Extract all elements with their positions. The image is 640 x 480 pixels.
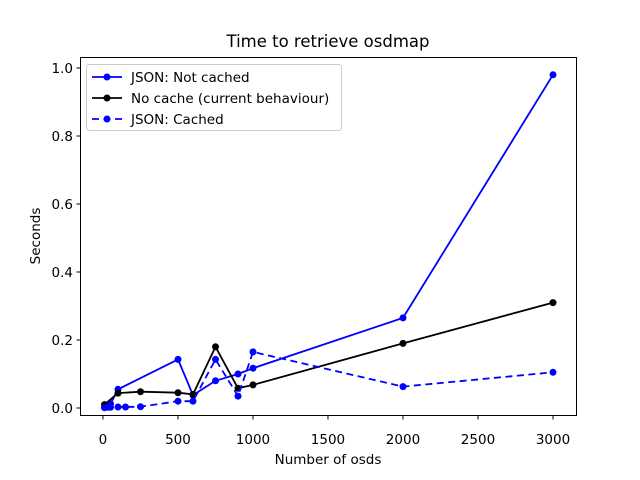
legend-entry-label: No cache (current behaviour) bbox=[131, 91, 329, 107]
data-point bbox=[549, 368, 557, 376]
data-point bbox=[234, 392, 242, 400]
data-point bbox=[174, 355, 182, 363]
data-point bbox=[249, 381, 257, 389]
legend-entry: No cache (current behaviour) bbox=[92, 91, 329, 107]
data-point bbox=[249, 348, 257, 356]
x-axis-ticks: 0 500 1000 1500 2000 2500 3000 bbox=[99, 416, 570, 448]
x-tick-label: 3000 bbox=[536, 432, 570, 448]
y-tick-label: 0.8 bbox=[52, 129, 73, 145]
y-tick-label: 0.2 bbox=[52, 333, 73, 349]
legend-box bbox=[86, 64, 342, 131]
x-tick-label: 0 bbox=[99, 432, 108, 448]
legend-entry-label: JSON: Not cached bbox=[130, 70, 250, 86]
x-tick-label: 1500 bbox=[311, 432, 345, 448]
legend-sample-marker bbox=[103, 115, 111, 123]
legend-entry: JSON: Cached bbox=[92, 112, 224, 128]
data-point bbox=[234, 370, 242, 378]
data-point bbox=[399, 339, 407, 347]
data-point bbox=[189, 397, 197, 405]
data-point bbox=[212, 343, 219, 351]
series-line bbox=[103, 301, 554, 406]
data-point bbox=[212, 377, 219, 385]
y-axis-ticks: 0.0 0.2 0.4 0.6 0.8 1.0 bbox=[52, 61, 80, 417]
data-point bbox=[137, 388, 144, 396]
x-axis-label: Number of osds bbox=[275, 452, 382, 468]
y-tick-label: 1.0 bbox=[52, 61, 73, 77]
data-point bbox=[137, 403, 144, 411]
x-tick-label: 2000 bbox=[386, 432, 420, 448]
series-json-cached bbox=[101, 348, 557, 412]
data-point bbox=[249, 364, 257, 372]
plot-frame bbox=[80, 57, 577, 416]
data-point bbox=[122, 403, 129, 411]
data-point bbox=[107, 403, 114, 411]
legend-entry-label: JSON: Cached bbox=[130, 112, 224, 128]
data-point bbox=[399, 314, 407, 322]
y-tick-label: 0.4 bbox=[52, 265, 73, 281]
x-tick-label: 500 bbox=[165, 432, 191, 448]
data-point bbox=[174, 397, 182, 405]
data-point bbox=[212, 355, 219, 363]
legend-entry: JSON: Not cached bbox=[92, 70, 250, 86]
data-point bbox=[549, 71, 557, 79]
x-tick-label: 1000 bbox=[236, 432, 270, 448]
series-no-cache-current-behaviour- bbox=[101, 299, 557, 409]
data-point bbox=[174, 389, 182, 397]
data-point bbox=[399, 383, 407, 391]
x-tick-label: 2500 bbox=[461, 432, 495, 448]
legend-sample-marker bbox=[103, 73, 111, 81]
series-line bbox=[104, 350, 554, 409]
data-point bbox=[114, 389, 122, 397]
data-point bbox=[549, 299, 557, 307]
chart-title: Time to retrieve osdmap bbox=[226, 32, 430, 51]
data-point bbox=[114, 403, 122, 411]
legend-sample-marker bbox=[103, 94, 111, 102]
y-axis-label: Seconds bbox=[28, 208, 44, 265]
y-tick-label: 0.0 bbox=[52, 401, 73, 417]
legend: JSON: Not cached No cache (current behavi… bbox=[86, 64, 342, 131]
series-lines bbox=[101, 71, 557, 412]
y-tick-label: 0.6 bbox=[52, 197, 73, 213]
